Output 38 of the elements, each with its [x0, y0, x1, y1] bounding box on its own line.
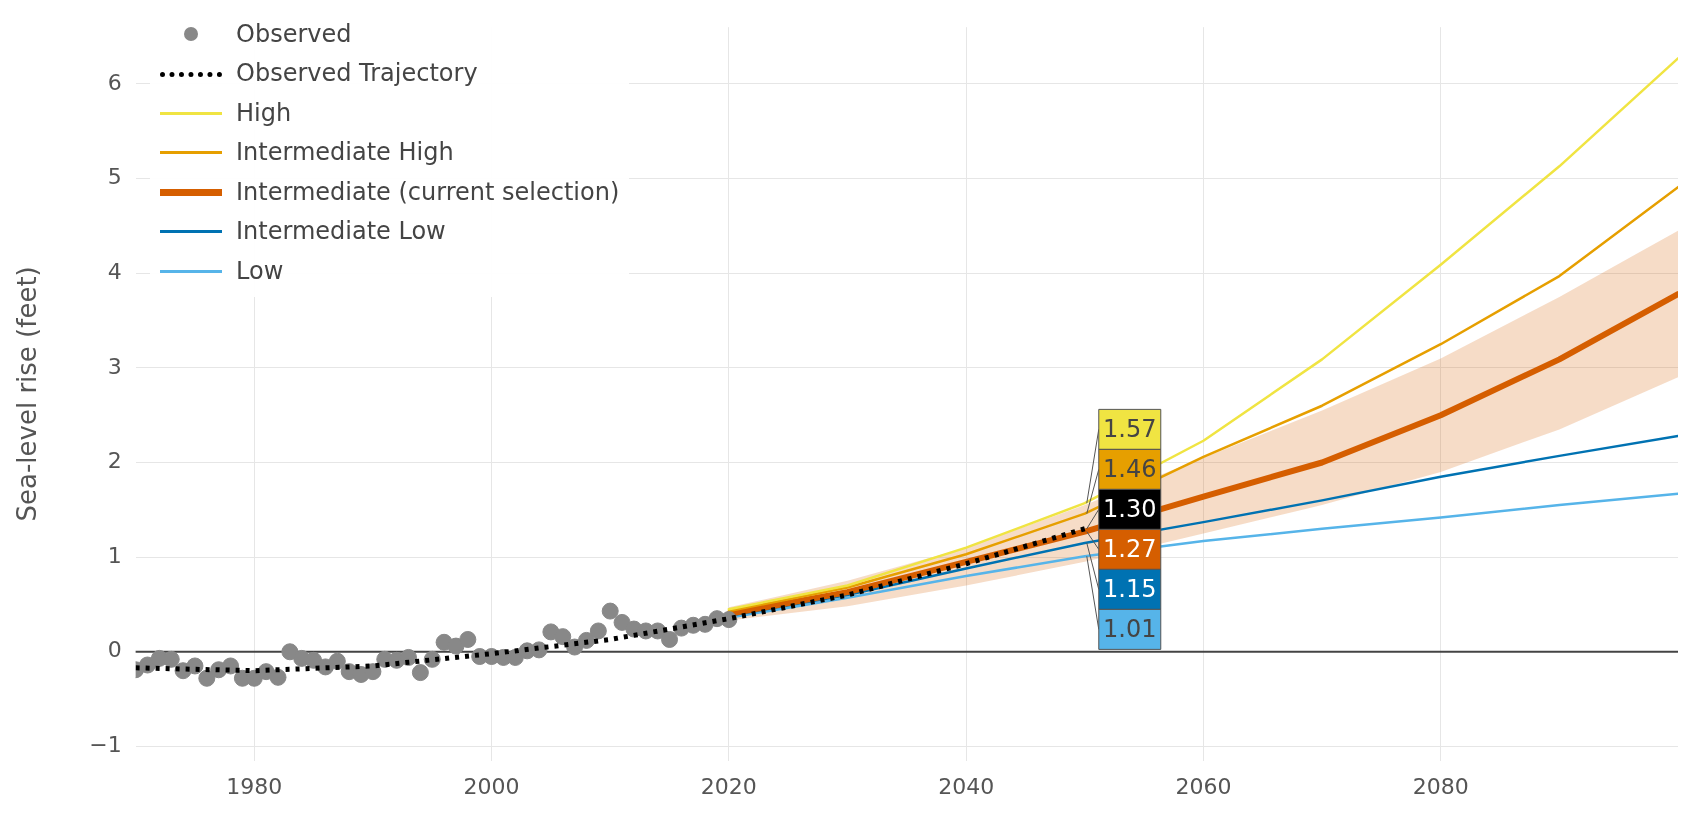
legend-label: High: [236, 98, 292, 127]
y-tick-label: 6: [107, 69, 122, 95]
point: [661, 630, 679, 648]
y-axis-title: Sea-level rise (feet): [12, 266, 43, 522]
point: [411, 664, 429, 682]
data-label: 1.46: [1103, 454, 1157, 483]
legend-label: Low: [236, 256, 284, 285]
x-tick-label: 1980: [226, 773, 283, 799]
data-label: 1.30: [1103, 494, 1157, 523]
y-tick-label: 1: [107, 542, 122, 568]
point: [328, 652, 346, 670]
y-tick-label: 0: [107, 637, 122, 663]
point: [198, 669, 216, 687]
data-label: 1.15: [1103, 574, 1157, 603]
x-tick-label: 2000: [463, 773, 520, 799]
y-tick-label: 3: [107, 353, 122, 379]
x-tick-label: 2080: [1412, 773, 1469, 799]
point: [589, 622, 607, 640]
point: [554, 628, 572, 646]
legend-label: Observed Trajectory: [236, 59, 478, 88]
point: [459, 630, 477, 648]
legend-label: Intermediate (current selection): [236, 177, 620, 206]
legend-label: Intermediate High: [236, 138, 454, 167]
x-tick-label: 2060: [1175, 773, 1232, 799]
legend-label: Observed: [236, 19, 352, 48]
point: [269, 668, 287, 686]
y-tick-label: −1: [89, 732, 122, 758]
data-label: 1.57: [1103, 414, 1157, 443]
x-tick-label: 2040: [938, 773, 995, 799]
y-tick-label: 4: [107, 258, 122, 284]
data-label: 1.27: [1103, 534, 1157, 563]
y-tick-label: 5: [107, 164, 122, 190]
point: [601, 602, 619, 620]
x-tick-label: 2020: [700, 773, 757, 799]
point: [613, 613, 631, 631]
data-label: 1.01: [1103, 614, 1157, 643]
y-tick-label: 2: [107, 448, 122, 474]
legend-label: Intermediate Low: [236, 217, 446, 246]
